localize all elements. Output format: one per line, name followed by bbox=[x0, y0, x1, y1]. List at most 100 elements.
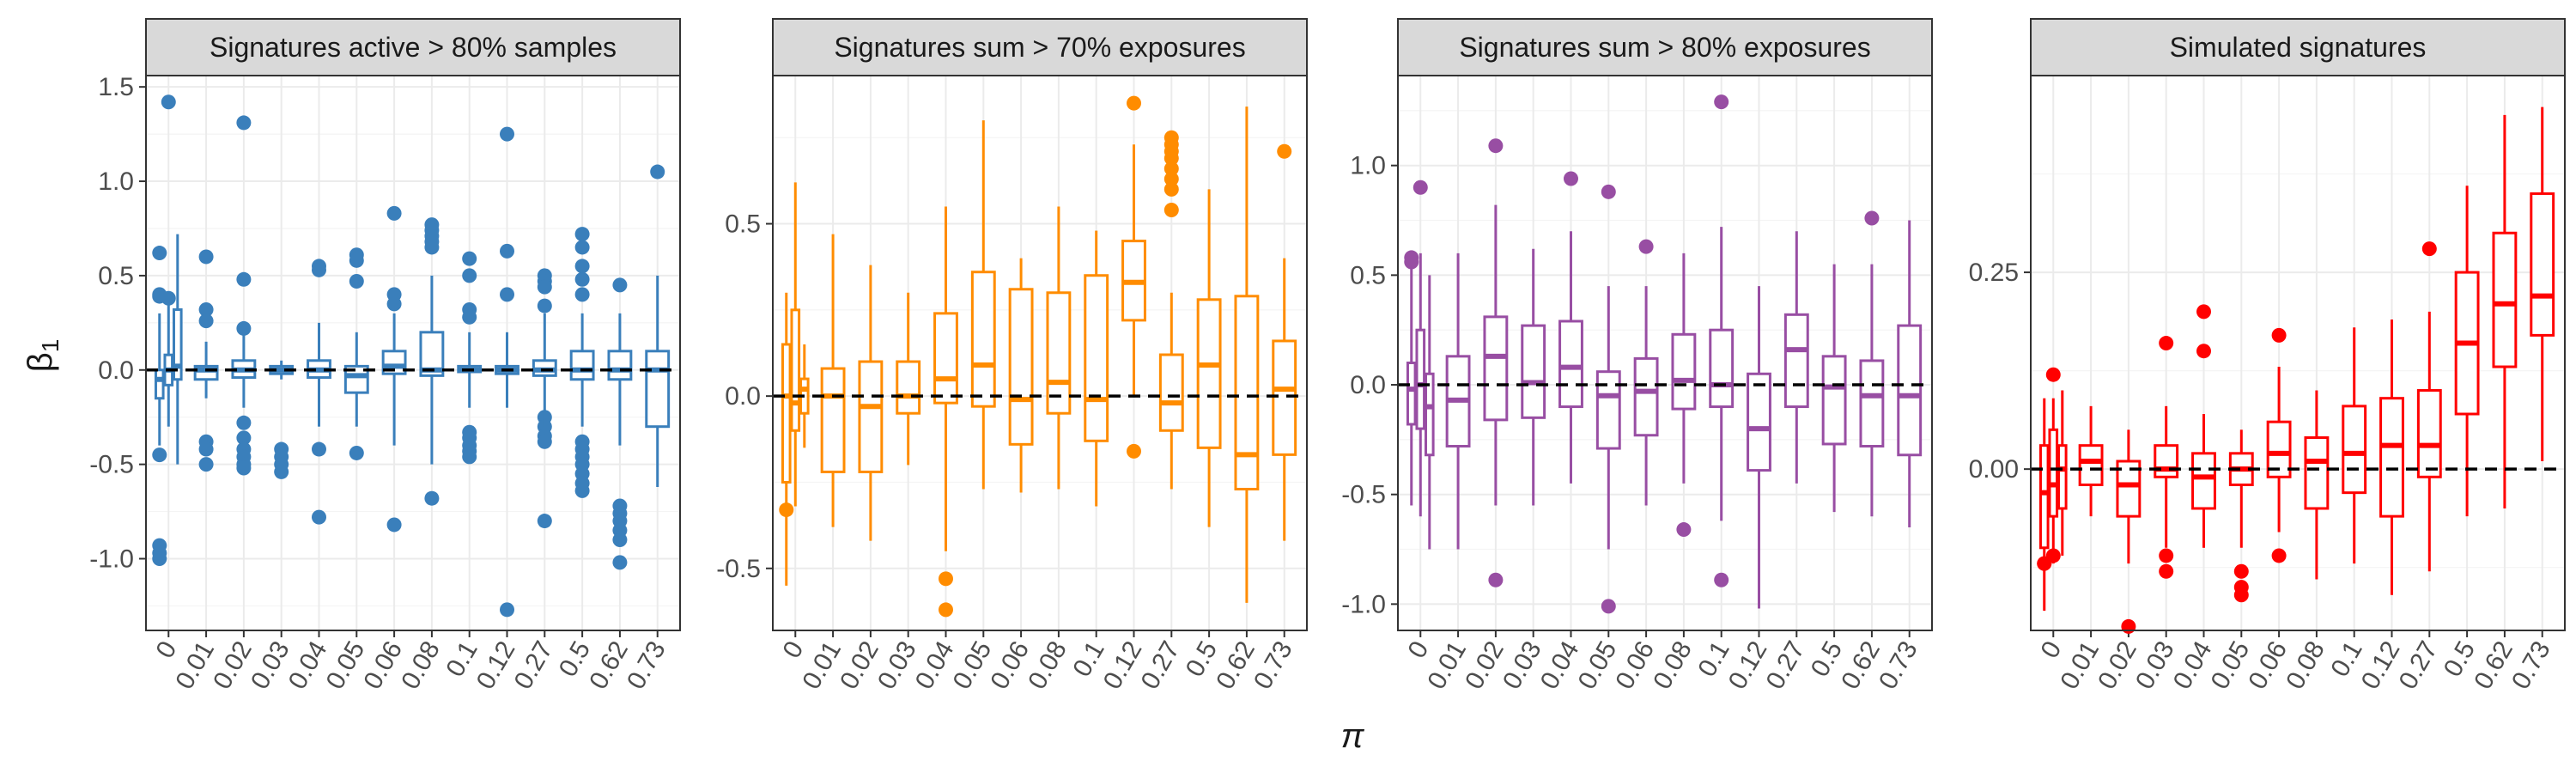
outlier-point bbox=[537, 279, 552, 295]
x-tick-label: 0.08 bbox=[2281, 636, 2330, 694]
y-tick-label: 0.5 bbox=[725, 210, 761, 239]
box-body bbox=[1821, 355, 1847, 446]
x-tick-label: 0.02 bbox=[208, 636, 258, 694]
x-tick-label: 0.73 bbox=[1249, 636, 1298, 694]
box-body bbox=[2078, 444, 2104, 486]
outlier-point bbox=[1488, 572, 1504, 587]
outlier-point bbox=[386, 205, 402, 221]
x-tick-label: 0.01 bbox=[797, 636, 847, 694]
facet-strip-title: Signatures sum > 80% exposures bbox=[1459, 32, 1870, 63]
box-body bbox=[1859, 359, 1885, 448]
x-tick-label: 0.06 bbox=[358, 636, 408, 694]
outlier-point bbox=[574, 271, 590, 287]
box-body bbox=[2342, 405, 2367, 495]
outlier-point bbox=[311, 262, 326, 277]
y-tick-label: -0.5 bbox=[1341, 481, 1386, 509]
x-tick-label: 0.01 bbox=[2055, 636, 2105, 694]
outlier-point bbox=[612, 533, 628, 548]
outlier-point bbox=[1163, 161, 1179, 176]
box-body bbox=[2530, 192, 2555, 337]
outlier-point bbox=[1127, 95, 1142, 111]
outlier-point bbox=[311, 509, 326, 525]
x-axis-title: π bbox=[1341, 717, 1365, 755]
outlier-point bbox=[2196, 304, 2211, 320]
x-tick-label: 0.08 bbox=[396, 636, 446, 694]
box-body bbox=[1046, 291, 1072, 415]
y-tick-label: 1.0 bbox=[1350, 152, 1386, 180]
outlier-point bbox=[1676, 522, 1692, 538]
facet-strip-title: Simulated signatures bbox=[2170, 32, 2427, 63]
x-tick-label: 0 bbox=[1402, 636, 1434, 663]
x-tick-label: 0.06 bbox=[1610, 636, 1660, 694]
box-body bbox=[172, 307, 183, 381]
outlier-point bbox=[198, 457, 214, 472]
y-tick-label: 1.5 bbox=[98, 73, 134, 101]
outlier-point bbox=[1563, 171, 1578, 186]
outlier-point bbox=[386, 517, 402, 533]
outlier-point bbox=[1163, 202, 1179, 217]
y-tick-label: 0.00 bbox=[1969, 455, 2019, 484]
facet-panel: Signatures active > 80% samples -1.0 -0.5 0… bbox=[89, 18, 681, 694]
outlier-point bbox=[311, 441, 326, 457]
x-tick-label: 0.03 bbox=[872, 636, 922, 694]
y-tick-label: -1.0 bbox=[1341, 590, 1386, 618]
x-tick-label: 0.73 bbox=[622, 636, 671, 694]
x-tick-label: 0.01 bbox=[170, 636, 220, 694]
x-tick-label: 0.01 bbox=[1422, 636, 1472, 694]
box-body bbox=[1196, 298, 1222, 449]
outlier-point bbox=[574, 240, 590, 255]
x-tick-label: 0.05 bbox=[2206, 636, 2256, 694]
x-tick-label: 0.06 bbox=[985, 636, 1035, 694]
outlier-point bbox=[500, 602, 515, 618]
y-tick-label: 0.0 bbox=[1350, 371, 1386, 399]
box-body bbox=[2416, 389, 2442, 478]
outlier-point bbox=[2271, 327, 2287, 343]
x-tick-label: 0.62 bbox=[1211, 636, 1261, 694]
outlier-point bbox=[1638, 239, 1654, 254]
x-tick-label: 0.12 bbox=[1723, 636, 1773, 694]
x-tick-label: 0.04 bbox=[910, 636, 960, 694]
box-body bbox=[1521, 324, 1546, 419]
box-body bbox=[1783, 313, 1809, 409]
outlier-point bbox=[1488, 138, 1504, 154]
outlier-point bbox=[500, 287, 515, 302]
outlier-point bbox=[2159, 563, 2174, 579]
box-body bbox=[1558, 320, 1583, 409]
outlier-point bbox=[152, 447, 167, 463]
y-tick-label: -1.0 bbox=[89, 545, 134, 574]
box-body bbox=[970, 271, 996, 408]
x-tick-label: 0.05 bbox=[321, 636, 371, 694]
outlier-point bbox=[1864, 210, 1880, 226]
facet-strip bbox=[1397, 18, 1933, 76]
outlier-point bbox=[612, 555, 628, 570]
x-tick-label: 0.27 bbox=[509, 636, 559, 694]
box-body bbox=[2154, 444, 2179, 478]
box-body bbox=[2191, 452, 2216, 510]
outlier-point bbox=[349, 445, 364, 460]
x-tick-label: 0.62 bbox=[584, 636, 634, 694]
y-tick-label: 1.0 bbox=[98, 167, 134, 196]
x-tick-label: 0.03 bbox=[2130, 636, 2180, 694]
x-tick-label: 0.04 bbox=[1535, 636, 1585, 694]
y-axis-title-main: β bbox=[21, 352, 59, 372]
outlier-point bbox=[574, 259, 590, 274]
facet-panel: Simulated signatures0.000.2500.010.020.0… bbox=[1969, 18, 2566, 694]
outlier-point bbox=[462, 309, 477, 325]
outlier-point bbox=[2159, 336, 2174, 351]
outlier-point bbox=[152, 551, 167, 567]
y-tick-label: 0.25 bbox=[1969, 259, 2019, 287]
x-tick-label: 0.04 bbox=[283, 636, 333, 694]
outlier-point bbox=[2045, 367, 2061, 382]
box-body bbox=[1008, 288, 1034, 446]
y-axis-title-subscript: 1 bbox=[37, 339, 64, 353]
box-body bbox=[1234, 295, 1260, 490]
box-body bbox=[2057, 444, 2068, 510]
box-body bbox=[1406, 361, 1417, 426]
box-body bbox=[858, 360, 884, 473]
outlier-point bbox=[462, 449, 477, 465]
x-tick-label: 0.06 bbox=[2243, 636, 2293, 694]
x-tick-label: 0 bbox=[777, 636, 809, 663]
y-tick-label: 0.0 bbox=[725, 382, 761, 411]
y-axis-title: β1 bbox=[21, 339, 64, 373]
